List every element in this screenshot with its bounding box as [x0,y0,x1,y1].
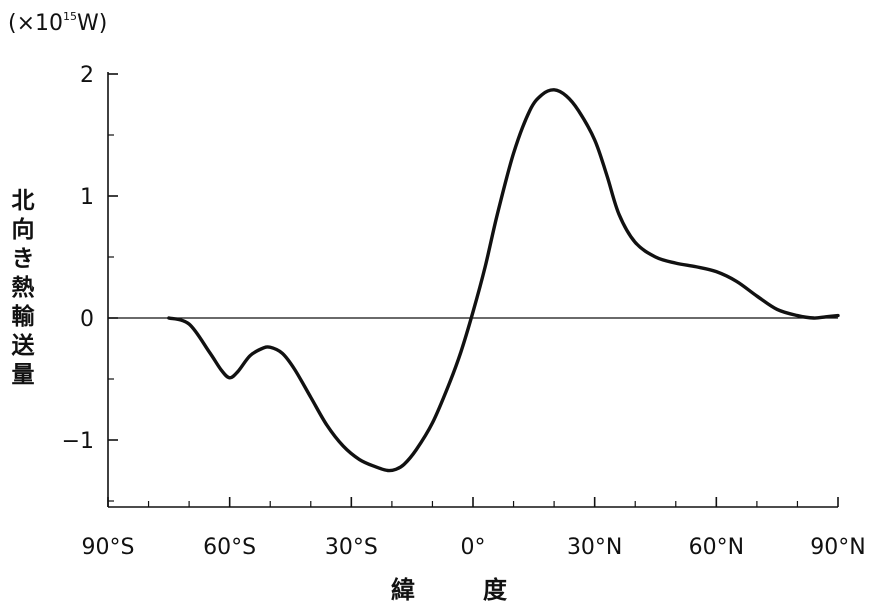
x-tick-label: 60°N [689,535,744,560]
x-tick-label: 0° [461,535,486,560]
series [167,88,840,473]
unit-suffix: W) [77,11,108,36]
x-tick-label: 30°S [325,535,378,560]
y-tick-label: 2 [80,63,94,88]
x-tick-label: 30°N [567,535,622,560]
unit-label: (×1015W) [8,10,107,36]
ticks: 2 1 0 −1 90°S 60°S 30°S 0° 30°N 60°N 90°N [62,63,866,560]
axes [107,72,838,508]
y-tick-label: 1 [80,185,94,210]
x-tick-label: 90°N [810,535,865,560]
series-line-0 [167,88,840,473]
y-tick-label: 0 [80,307,94,332]
y-axis-label: 北向き熱輸送量 [11,188,35,388]
y-tick-label: −1 [62,429,94,454]
unit-prefix: (×10 [8,11,64,36]
x-tick-label: 90°S [82,535,135,560]
x-tick-label: 60°S [203,535,256,560]
unit-exponent: 15 [63,10,78,23]
x-axis-label: 緯 度 [391,576,529,604]
